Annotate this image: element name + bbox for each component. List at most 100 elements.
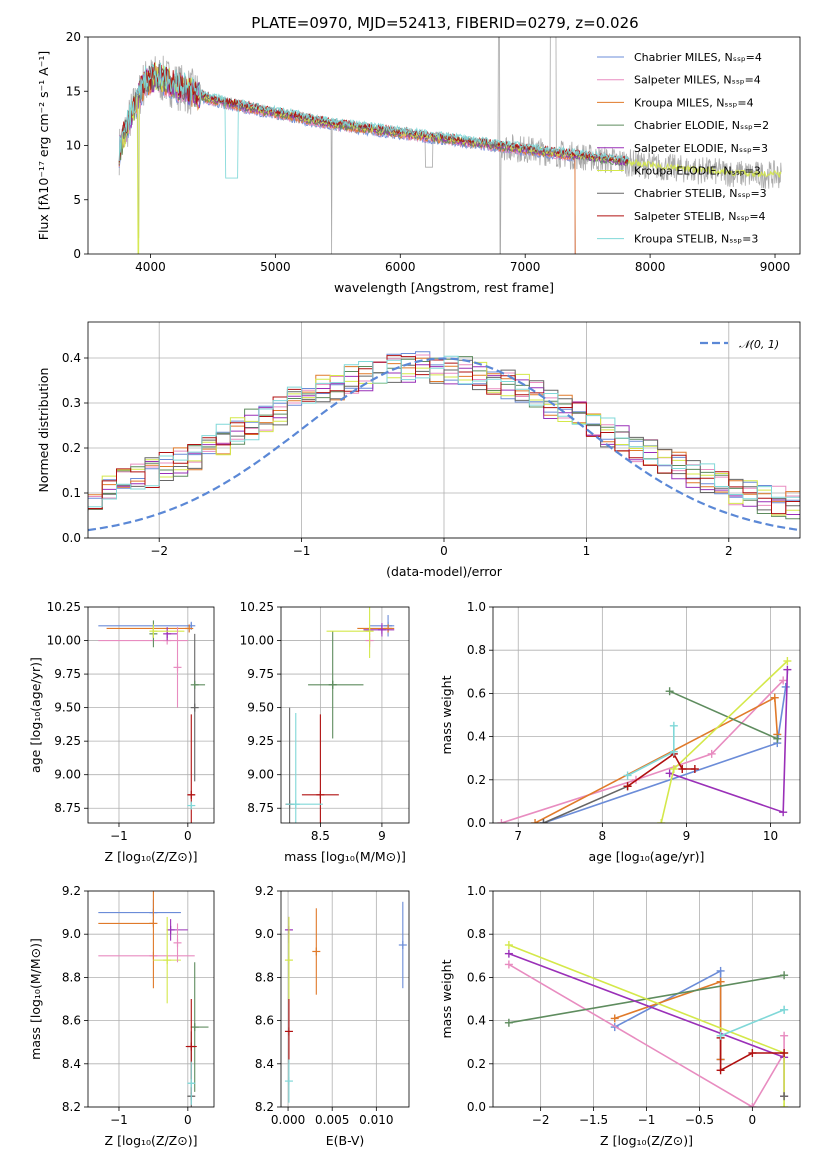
x-axis-label: wavelength [Angstrom, rest frame] bbox=[334, 280, 554, 295]
legend-entry: Kroupa STELIB, Nₛₛₚ=3 bbox=[634, 233, 758, 246]
y-axis-label: mass weight bbox=[439, 959, 454, 1038]
y-tick-label: 9.00 bbox=[54, 768, 81, 782]
model-spectrum-line bbox=[118, 62, 630, 164]
x-tick-label: 0.010 bbox=[359, 1113, 393, 1127]
y-tick-label: 0.4 bbox=[467, 730, 486, 744]
legend-entry: Salpeter STELIB, Nₛₛₚ=4 bbox=[634, 210, 766, 223]
x-tick-label: −1 bbox=[110, 829, 128, 843]
y-tick-label: 8.2 bbox=[62, 1100, 81, 1114]
legend-entry: Chabrier MILES, Nₛₛₚ=4 bbox=[634, 51, 762, 64]
legend-entry: 𝒩(0, 1) bbox=[739, 338, 779, 351]
y-tick-label: 10 bbox=[66, 139, 81, 153]
weight-series-line bbox=[543, 785, 628, 823]
axes-frame bbox=[280, 890, 410, 1108]
y-tick-label: 8.75 bbox=[54, 801, 81, 815]
y-tick-label: 9.25 bbox=[54, 734, 81, 748]
x-axis-label: age [log₁₀(age/yr)] bbox=[589, 849, 705, 864]
model-spectrum-line bbox=[118, 62, 782, 254]
y-tick-label: 0.0 bbox=[62, 531, 81, 545]
legend-entry: Salpeter ELODIE, Nₛₛₚ=3 bbox=[634, 142, 768, 155]
y-tick-label: 10.25 bbox=[47, 600, 81, 614]
plot-area bbox=[118, 37, 782, 254]
y-tick-label: 0.4 bbox=[62, 351, 81, 365]
plot-area bbox=[88, 351, 800, 532]
y-axis-label: Flux [fλ10⁻¹⁷ erg cm⁻² s⁻¹ A⁻¹] bbox=[36, 51, 51, 240]
y-axis-label: mass weight bbox=[439, 675, 454, 754]
model-spectrum-line bbox=[118, 62, 630, 179]
y-tick-label: 0.8 bbox=[467, 643, 486, 657]
grid bbox=[281, 606, 409, 823]
weight-series-line bbox=[627, 752, 695, 787]
residual-histogram-step bbox=[88, 361, 800, 516]
plot-area bbox=[98, 891, 209, 1107]
plot-area bbox=[497, 657, 792, 823]
y-axis-label: Normed distribution bbox=[36, 368, 51, 493]
weight-series-line bbox=[719, 1037, 785, 1072]
grid bbox=[88, 322, 800, 539]
x-tick-label: −0.5 bbox=[685, 1113, 714, 1127]
weight-series-line bbox=[508, 963, 785, 1107]
y-tick-label: 0.6 bbox=[467, 686, 486, 700]
legend-entry: Chabrier ELODIE, Nₛₛₚ=2 bbox=[634, 119, 769, 132]
x-tick-label: 8 bbox=[599, 829, 607, 843]
y-tick-label: 0.4 bbox=[467, 1014, 486, 1028]
x-tick-label: −1 bbox=[293, 544, 311, 558]
age-vs-metallicity-panel: −1 0 8.75 9.00 9.25 9.50 9.75 10.00 10.25 Z [log₁… bbox=[28, 600, 215, 864]
x-tick-label: −1 bbox=[110, 1113, 128, 1127]
x-tick-label: 0.005 bbox=[315, 1113, 349, 1127]
weight-series-line bbox=[501, 679, 784, 823]
y-tick-label: 0.8 bbox=[467, 927, 486, 941]
x-tick-label: 9 bbox=[683, 829, 691, 843]
x-axis-label: Z [log₁₀(Z/Z⊙)] bbox=[105, 1133, 198, 1148]
x-tick-label: 6000 bbox=[385, 260, 416, 274]
mass-vs-metallicity-panel: −1 0 8.2 8.4 8.6 8.8 9.0 9.2 Z [log₁₀(Z/Z⊙)] mass… bbox=[28, 884, 215, 1148]
x-tick-label: 8000 bbox=[635, 260, 666, 274]
x-axis-label: E(B-V) bbox=[326, 1133, 365, 1148]
residuals-panel: −2 −1 0 1 2 0.0 0.1 0.2 0.3 0.4 (data-model)/error… bbox=[36, 321, 801, 579]
x-tick-label: 10 bbox=[763, 829, 778, 843]
y-tick-label: 9.25 bbox=[247, 734, 274, 748]
x-tick-label: 7 bbox=[514, 829, 522, 843]
y-tick-label: 0.0 bbox=[467, 816, 486, 830]
weight-series-line bbox=[614, 969, 722, 1060]
weight-vs-age-panel: 7 8 9 10 0.0 0.2 0.4 0.6 0.8 1.0 age [log₁₀(age/yr… bbox=[439, 600, 801, 864]
x-tick-label: −1.5 bbox=[579, 1113, 608, 1127]
y-tick-label: 0.1 bbox=[62, 486, 81, 500]
x-tick-label: 0 bbox=[184, 1113, 192, 1127]
weight-series-line bbox=[720, 1009, 785, 1037]
x-tick-label: 8.5 bbox=[311, 829, 330, 843]
y-tick-label: 8.6 bbox=[255, 1014, 274, 1028]
y-tick-label: 0 bbox=[73, 247, 81, 261]
weight-series-line bbox=[627, 725, 675, 777]
axes-frame bbox=[87, 36, 801, 255]
y-tick-label: 9.50 bbox=[54, 701, 81, 715]
axes-frame bbox=[87, 606, 215, 824]
x-tick-label: −1 bbox=[638, 1113, 656, 1127]
y-tick-label: 1.0 bbox=[467, 600, 486, 614]
weight-series-line bbox=[669, 690, 778, 740]
age-vs-mass-panel: 8.5 9 8.75 9.00 9.25 9.50 9.75 10.00 10.25 mass [… bbox=[240, 600, 410, 864]
legend-entry: Kroupa MILES, Nₛₛₚ=4 bbox=[634, 96, 754, 109]
residual-histogram-step bbox=[88, 356, 800, 520]
x-tick-label: 0 bbox=[749, 1113, 757, 1127]
weight-series-line bbox=[669, 669, 789, 814]
y-tick-label: 10.00 bbox=[240, 634, 274, 648]
axes-frame bbox=[492, 606, 801, 824]
y-tick-label: 8.8 bbox=[255, 970, 274, 984]
x-tick-label: 7000 bbox=[510, 260, 541, 274]
y-tick-label: 0.2 bbox=[467, 1057, 486, 1071]
legend-entry: Chabrier STELIB, Nₛₛₚ=3 bbox=[634, 187, 767, 200]
y-tick-label: 0.2 bbox=[467, 773, 486, 787]
y-tick-label: 9.0 bbox=[62, 927, 81, 941]
y-tick-label: 8.2 bbox=[255, 1100, 274, 1114]
x-tick-label: 4000 bbox=[135, 260, 166, 274]
x-axis-label: mass [log₁₀(M/M⊙)] bbox=[284, 849, 406, 864]
y-tick-label: 0.6 bbox=[467, 970, 486, 984]
y-tick-label: 9.2 bbox=[62, 884, 81, 898]
spectrum-panel: 4000 5000 6000 7000 8000 9000 0 5 10 15 20 waveleng… bbox=[36, 30, 801, 295]
y-tick-label: 0.3 bbox=[62, 396, 81, 410]
y-tick-label: 10.00 bbox=[47, 634, 81, 648]
y-tick-label: 9.75 bbox=[54, 667, 81, 681]
x-tick-label: 0.000 bbox=[271, 1113, 305, 1127]
